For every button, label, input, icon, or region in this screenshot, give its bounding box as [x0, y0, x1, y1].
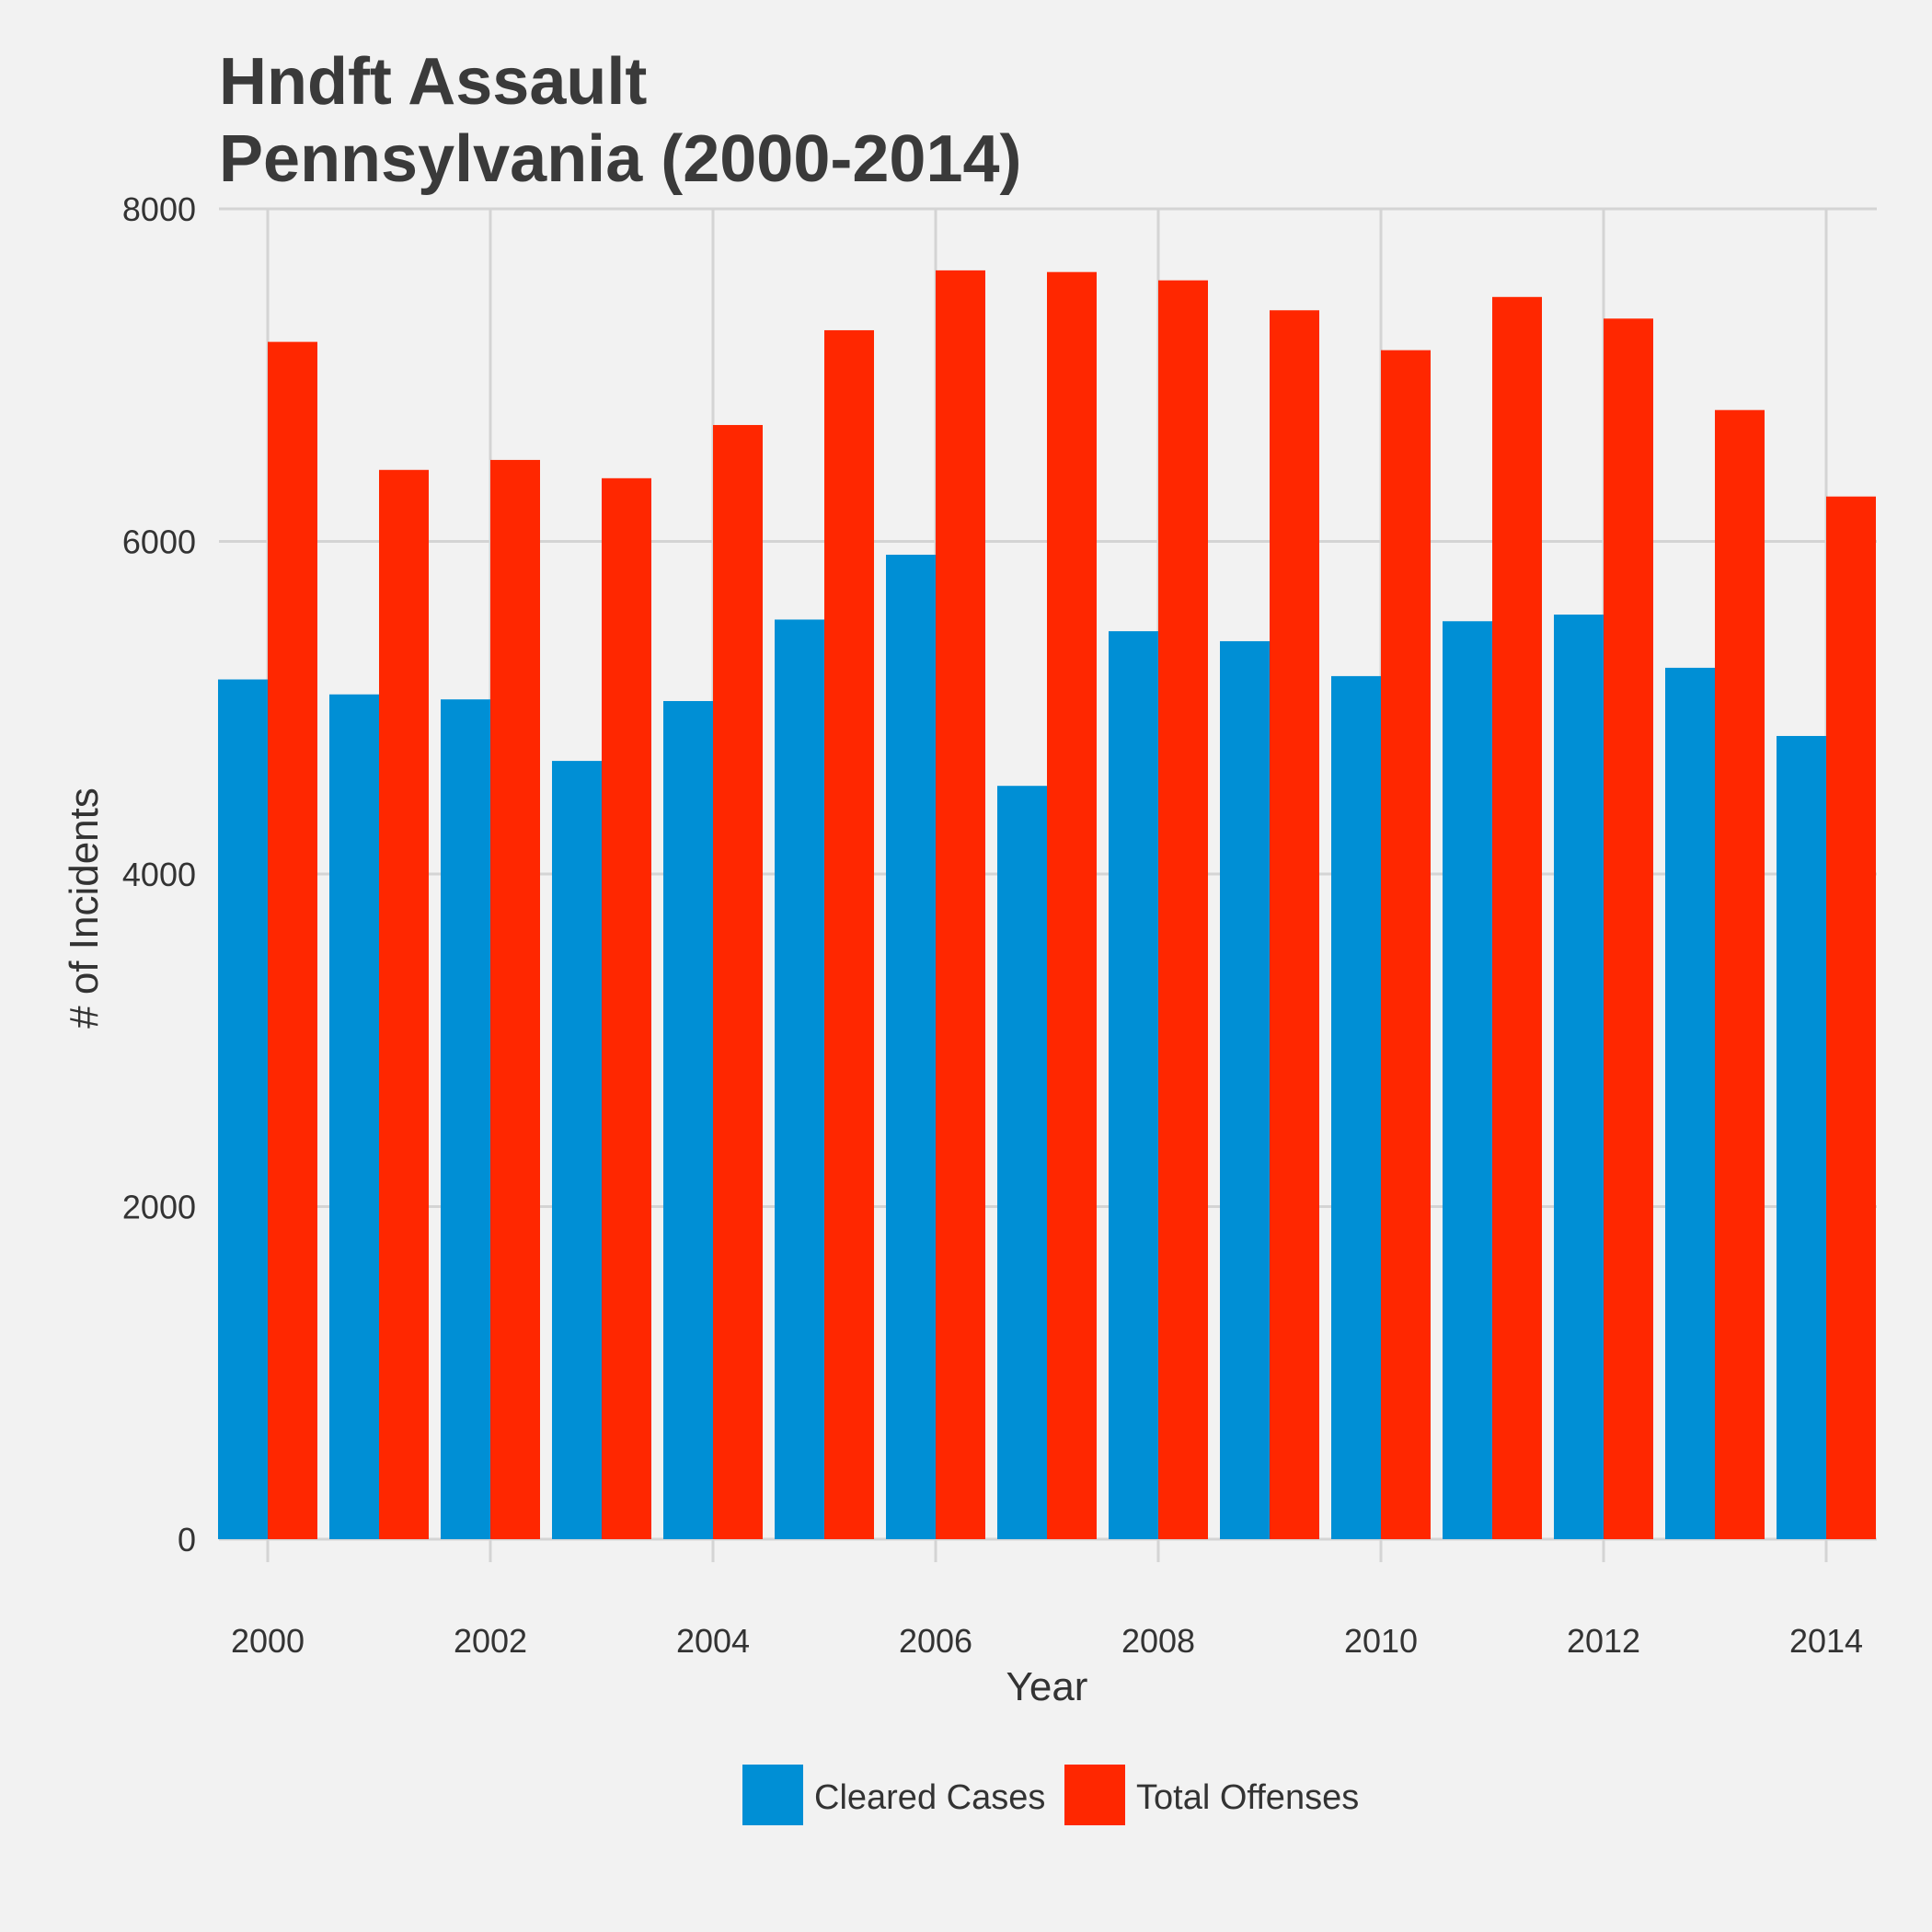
bar-total-offenses-2002 [490, 459, 540, 1539]
x-axis-ticks: 2000 2002 2004 2006 2008 2010 2012 2014 [231, 1622, 1863, 1660]
bar-cleared-cases-2011 [1443, 621, 1492, 1539]
legend: Cleared Cases Total Offenses [742, 1765, 1359, 1825]
bar-cleared-cases-2004 [663, 701, 713, 1539]
bar-total-offenses-2010 [1381, 350, 1431, 1540]
bar-total-offenses-2009 [1270, 310, 1319, 1539]
x-tick-label-2014: 2014 [1789, 1622, 1863, 1660]
bar-cleared-cases-2009 [1220, 640, 1270, 1539]
legend-swatch-cleared-cases [742, 1765, 803, 1825]
bar-cleared-cases-2002 [441, 699, 490, 1539]
bar-cleared-cases-2014 [1777, 735, 1826, 1539]
bar-cleared-cases-2005 [775, 619, 824, 1539]
bar-cleared-cases-2007 [997, 786, 1047, 1539]
y-axis-ticks: 0 2000 4000 6000 8000 [122, 190, 196, 1558]
bar-cleared-cases-2013 [1665, 667, 1715, 1539]
bar-total-offenses-2004 [713, 424, 763, 1540]
bar-cleared-cases-2003 [552, 761, 602, 1539]
bar-total-offenses-2014 [1826, 496, 1876, 1539]
x-tick-label-2004: 2004 [676, 1622, 750, 1660]
y-tick-label-6000: 6000 [122, 523, 196, 561]
y-axis-title: # of Incidents [62, 788, 107, 1029]
legend-label-cleared-cases: Cleared Cases [814, 1778, 1045, 1817]
x-tick-label-2012: 2012 [1567, 1622, 1640, 1660]
bar-total-offenses-2007 [1047, 271, 1097, 1539]
x-tick-label-2006: 2006 [899, 1622, 972, 1660]
bar-cleared-cases-2012 [1554, 615, 1604, 1539]
x-tick-label-2010: 2010 [1344, 1622, 1418, 1660]
bar-total-offenses-2011 [1492, 296, 1542, 1539]
x-tick-label-2008: 2008 [1121, 1622, 1195, 1660]
legend-label-total-offenses: Total Offenses [1136, 1778, 1359, 1817]
x-tick-label-2002: 2002 [454, 1622, 527, 1660]
bar-total-offenses-2013 [1715, 409, 1765, 1539]
chart-title-line1: Hndft Assault [219, 45, 647, 119]
bar-total-offenses-2000 [268, 341, 317, 1540]
y-tick-label-4000: 4000 [122, 856, 196, 893]
y-tick-label-0: 0 [178, 1521, 196, 1558]
bar-total-offenses-2006 [936, 270, 985, 1540]
chart-title-line2: Pennsylvania (2000-2014) [219, 122, 1022, 196]
bar-total-offenses-2008 [1158, 280, 1208, 1539]
bar-cleared-cases-2006 [886, 554, 936, 1540]
bar-total-offenses-2012 [1604, 318, 1653, 1539]
bar-cleared-cases-2001 [329, 694, 379, 1539]
legend-swatch-total-offenses [1064, 1765, 1125, 1825]
x-tick-label-2000: 2000 [231, 1622, 305, 1660]
bar-cleared-cases-2000 [218, 679, 268, 1539]
bars-layer [218, 270, 1876, 1540]
bar-total-offenses-2003 [602, 477, 651, 1540]
y-tick-label-2000: 2000 [122, 1189, 196, 1226]
bar-total-offenses-2005 [824, 329, 874, 1539]
bar-cleared-cases-2010 [1331, 675, 1381, 1539]
y-tick-label-8000: 8000 [122, 190, 196, 228]
x-axis-title: Year [1006, 1664, 1088, 1709]
bar-cleared-cases-2008 [1109, 631, 1158, 1539]
bar-total-offenses-2001 [379, 469, 429, 1540]
